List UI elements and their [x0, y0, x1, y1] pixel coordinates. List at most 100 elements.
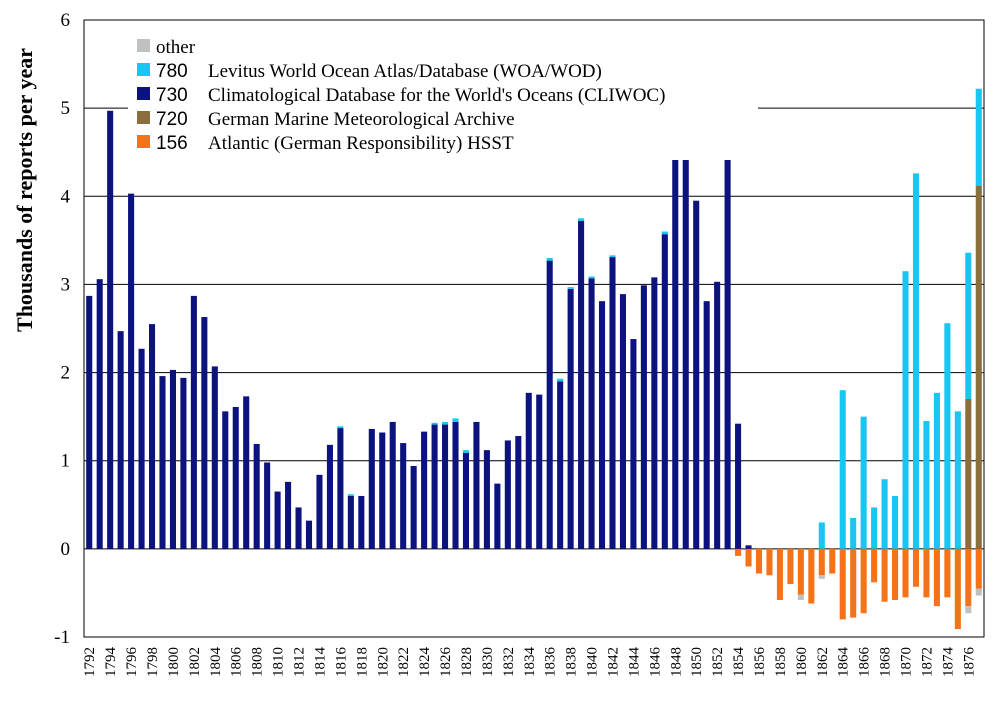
bar-156 — [755, 548, 763, 574]
x-tick-label: 1844 — [626, 647, 642, 678]
bar-730 — [243, 396, 250, 549]
x-tick-label: 1848 — [668, 647, 684, 677]
bar-720 — [965, 399, 972, 549]
bar-156 — [787, 548, 794, 585]
bar-730 — [703, 301, 710, 549]
bar-730 — [400, 443, 407, 549]
bar-780 — [347, 494, 354, 496]
bar-730 — [536, 394, 543, 549]
bar-730 — [640, 285, 647, 549]
bar-780 — [860, 416, 867, 549]
x-tick-label: 1836 — [543, 647, 559, 678]
legend-code: 156 — [156, 133, 188, 154]
bar-780 — [557, 378, 564, 382]
bar-156 — [829, 548, 836, 574]
legend-label: Atlantic (German Responsibility) HSST — [208, 133, 514, 154]
x-tick-label: 1860 — [794, 647, 810, 677]
bar-730 — [452, 421, 459, 549]
x-tick-label: 1852 — [710, 647, 726, 677]
legend-swatch — [137, 39, 150, 52]
x-tick-label: 1818 — [354, 647, 370, 677]
bar-730 — [389, 421, 396, 549]
bar-156 — [871, 548, 878, 583]
x-tick-label: 1822 — [396, 647, 412, 677]
bar-730 — [473, 421, 480, 549]
bar-730 — [128, 193, 135, 549]
legend-label: German Marine Meteorological Archive — [208, 109, 515, 130]
bar-730 — [557, 381, 564, 549]
x-tick-label: 1828 — [459, 647, 475, 677]
bar-730 — [337, 428, 344, 549]
bar-720 — [975, 185, 982, 549]
y-tick-label: 4 — [61, 186, 71, 207]
bar-156 — [912, 548, 920, 587]
x-tick-label: 1838 — [564, 647, 580, 677]
bar-730 — [201, 317, 208, 549]
bar-780 — [933, 392, 940, 549]
bar-730 — [274, 491, 281, 549]
bar-730 — [148, 324, 156, 549]
bar-156 — [818, 548, 825, 576]
legend-code: 730 — [156, 85, 188, 106]
x-tick-label: 1842 — [605, 647, 621, 677]
bar-156 — [776, 548, 783, 600]
bar-156 — [860, 548, 867, 614]
legend-label: Climatological Database for the World's … — [208, 85, 665, 106]
bar-780 — [892, 495, 899, 549]
bar-730 — [578, 220, 585, 549]
bar-730 — [504, 440, 511, 549]
legend: other 780 Levitus World Ocean Atlas/Databa… — [128, 32, 758, 160]
bar-730 — [546, 260, 553, 549]
y-tick-label: 0 — [61, 539, 71, 560]
legend-code: 780 — [156, 61, 188, 82]
bar-730 — [180, 377, 187, 549]
bar-780 — [452, 418, 459, 422]
y-tick-label: 5 — [61, 98, 71, 119]
bar-780 — [442, 421, 449, 425]
x-tick-label: 1872 — [919, 647, 935, 677]
x-tick-label: 1876 — [961, 647, 977, 678]
bar-730 — [619, 294, 626, 549]
x-tick-label: 1804 — [208, 647, 224, 678]
bar-other — [818, 575, 825, 579]
bar-780 — [588, 276, 595, 279]
bar-730 — [609, 257, 616, 549]
bar-780 — [431, 422, 438, 425]
x-tick-label: 1866 — [857, 647, 873, 678]
bar-730 — [431, 424, 438, 549]
bar-730 — [462, 452, 470, 549]
bar-780 — [609, 255, 616, 258]
bar-730 — [672, 147, 679, 549]
bar-156 — [766, 548, 773, 576]
bar-156 — [944, 548, 951, 598]
x-tick-label: 1874 — [940, 647, 956, 678]
bar-730 — [117, 331, 124, 549]
bar-730 — [724, 115, 731, 549]
bar-730 — [253, 443, 260, 549]
plot-frame — [83, 19, 985, 638]
bar-156 — [902, 548, 909, 598]
bar-730 — [347, 495, 354, 549]
bar-730 — [410, 466, 417, 549]
x-tick-label: 1856 — [752, 647, 768, 678]
x-tick-label: 1858 — [773, 647, 789, 677]
y-axis-title: Thousands of reports per year — [12, 48, 37, 332]
bar-730 — [107, 110, 114, 549]
bar-156 — [975, 548, 982, 589]
x-tick-label: 1800 — [166, 647, 182, 677]
bar-156 — [881, 548, 888, 602]
bar-156 — [808, 548, 815, 604]
bar-730 — [326, 444, 333, 549]
bar-156 — [797, 548, 804, 595]
bar-730 — [515, 436, 522, 549]
bar-730 — [368, 428, 375, 549]
bar-730 — [316, 474, 323, 549]
x-tick-label: 1792 — [82, 647, 98, 677]
x-tick-label: 1840 — [585, 647, 601, 677]
x-tick-label: 1832 — [501, 647, 517, 677]
bar-780 — [567, 287, 574, 289]
y-tick-label: 1 — [61, 451, 71, 472]
bar-730 — [483, 450, 490, 549]
